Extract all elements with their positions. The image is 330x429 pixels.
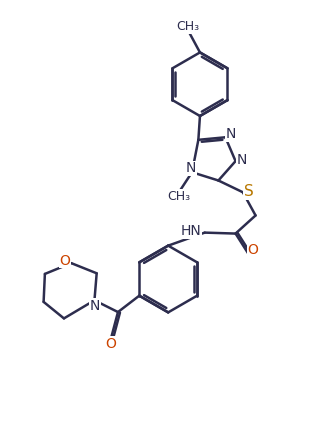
Text: CH₃: CH₃ (167, 190, 190, 202)
Text: N: N (226, 127, 236, 141)
Text: N: N (90, 299, 100, 313)
Text: O: O (59, 254, 70, 268)
Text: N: N (237, 154, 247, 167)
Text: S: S (244, 184, 253, 199)
Text: N: N (186, 161, 196, 175)
Text: HN: HN (180, 224, 201, 238)
Text: O: O (105, 337, 116, 351)
Text: CH₃: CH₃ (176, 20, 199, 33)
Text: O: O (247, 243, 258, 257)
